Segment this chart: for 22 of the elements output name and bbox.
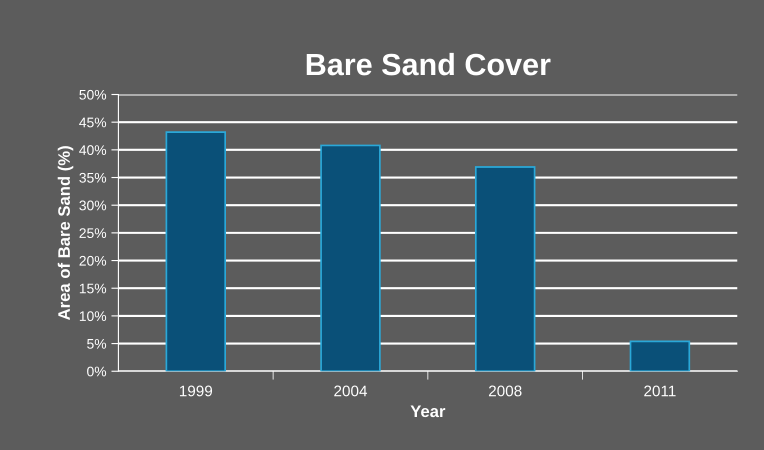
bar [474, 166, 536, 372]
y-tick-label: 50% [79, 90, 106, 100]
y-tick-label: 20% [80, 256, 106, 266]
y-axis-title: Area of Bare Sand (%) [58, 146, 74, 320]
y-tick-label: 10% [80, 311, 106, 322]
x-tick-label: 2004 [334, 386, 368, 396]
y-tick-label: 45% [79, 118, 106, 128]
y-tick-label: 0% [87, 366, 106, 376]
x-axis-title: Year [410, 406, 446, 418]
x-tick-label: 2008 [488, 386, 522, 396]
x-tick-label: 1999 [180, 386, 212, 396]
chart-title: Bare Sand Cover [306, 52, 550, 76]
y-tick-label: 30% [79, 200, 106, 210]
bar [166, 131, 226, 372]
y-tick-label: 35% [79, 172, 106, 183]
bar [320, 144, 381, 372]
y-tick-label: 25% [80, 228, 106, 238]
bar [630, 340, 690, 372]
y-tick-label: 40% [79, 145, 106, 156]
y-tick-label: 5% [87, 338, 106, 349]
y-tick-label: 15% [80, 284, 106, 294]
x-tick-label: 2011 [644, 386, 676, 396]
